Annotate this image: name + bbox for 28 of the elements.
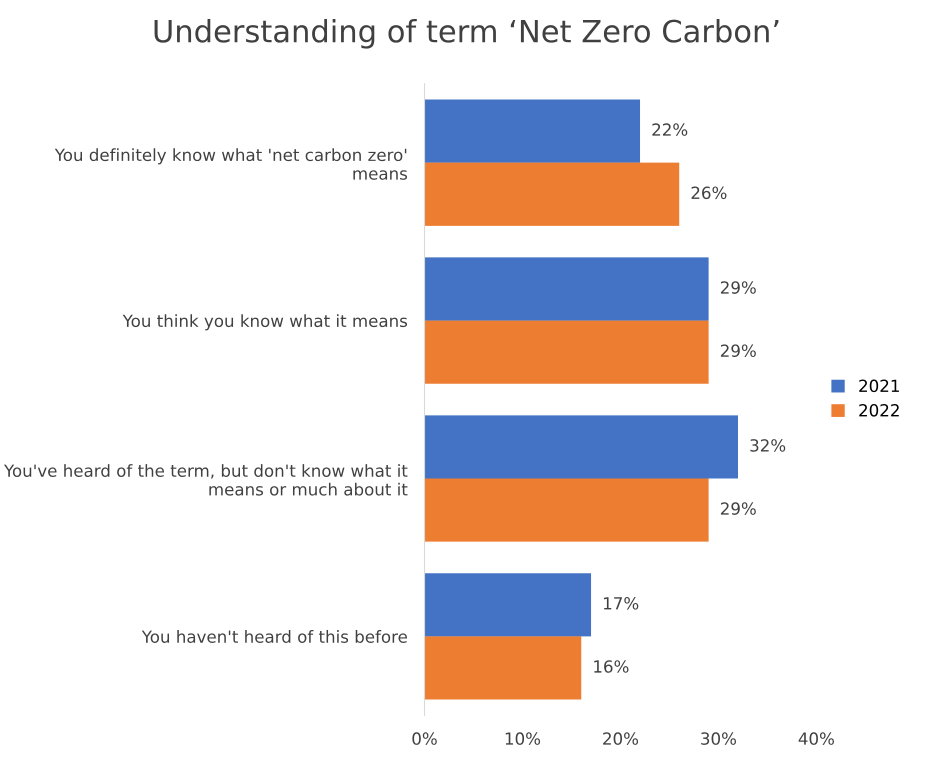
data-label: 22% [652,123,688,136]
data-label: 29% [720,281,756,294]
bar [424,573,592,636]
bar [424,100,640,163]
data-label: 17% [604,597,638,610]
x-tick-label: 30% [701,732,736,745]
x-tick-label: 20% [603,732,638,745]
data-label: 29% [720,502,756,515]
x-tick-label: 0% [412,732,437,745]
bar [424,320,709,384]
bar [424,162,680,226]
data-label: 16% [594,660,628,673]
legend-label: 2021 [859,380,899,392]
y-tick-label: You haven't heard of this before [142,630,407,643]
x-tick-label: 40% [798,732,834,745]
data-label: 26% [692,186,726,200]
bar [424,478,709,542]
bar [424,636,582,700]
legend-label: 2022 [859,404,899,417]
x-tick-label: 10% [506,732,540,745]
y-tick-label: You definitely know what 'net carbon zero' means [54,148,408,180]
y-tick-label: You've heard of the term, but don't know what it means or much about it [4,464,408,496]
y-tick-label: You think you know what it means [122,314,408,330]
bar [424,415,738,478]
data-label: 29% [720,344,756,357]
data-label: 32% [750,439,786,452]
bar [424,257,709,321]
chart-title: Understanding of term ‘Net Zero Carbon’ [154,19,778,49]
